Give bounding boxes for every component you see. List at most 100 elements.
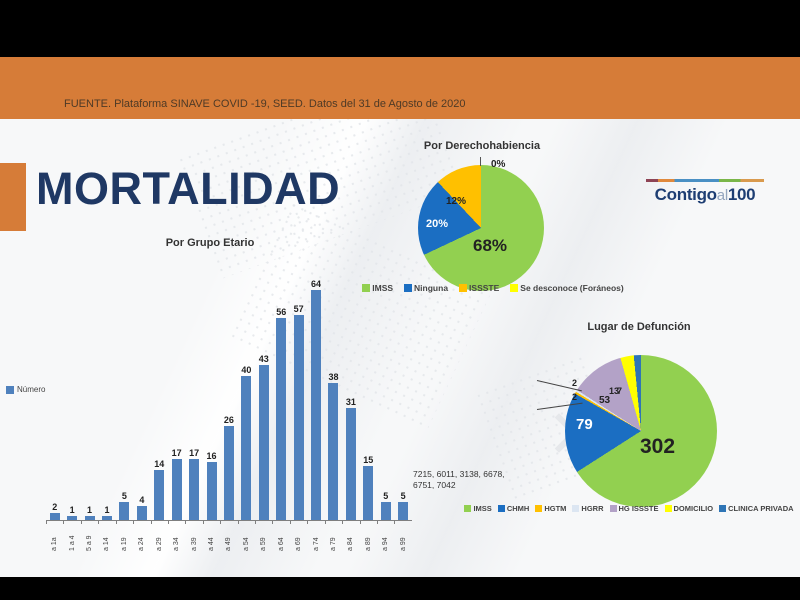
accent-square: [0, 163, 26, 231]
bar-value: 17: [171, 447, 182, 458]
x-tick-label: a 74: [307, 521, 324, 551]
pie1-zero-tick: [480, 157, 481, 166]
pie2-circle: [565, 355, 717, 507]
bar-value: 16: [206, 451, 217, 462]
slice-label: 13: [609, 386, 620, 396]
slice-label: 0%: [491, 159, 506, 170]
pie1-circle: [418, 165, 544, 291]
legend-item: IMSS: [464, 504, 492, 513]
bar: [328, 383, 339, 520]
legend-label: DOMICILIO: [673, 504, 714, 513]
bar-column: 4: [133, 495, 150, 520]
legend-swatch: [404, 284, 413, 292]
pie1-legend: IMSS Ninguna ISSSTE Se desconoce (Foráneos): [362, 283, 624, 293]
bar-value: 1: [87, 505, 93, 516]
legend-label: CHMH: [506, 504, 530, 513]
bar: [67, 516, 78, 520]
bar: [101, 516, 112, 520]
bar-column: 1: [98, 505, 115, 520]
bar-chart-annotation: 7215, 6011, 3138, 6678, 6751, 7042: [413, 469, 505, 491]
legend-item: HGRR: [572, 504, 604, 513]
bar-column: 15: [360, 455, 377, 520]
bar-value: 4: [139, 494, 145, 505]
bar-column: 16: [203, 451, 220, 520]
bar-column: 38: [325, 372, 342, 520]
legend-item: CHMH: [497, 504, 530, 513]
bar-column: 56: [272, 307, 289, 520]
bar-column: 26: [220, 415, 237, 520]
x-tick-label: a 59: [255, 521, 272, 551]
legend-item: HGTM: [535, 504, 566, 513]
bar-value: 2: [52, 501, 58, 512]
bar-column: 5: [377, 491, 394, 520]
slice-label: 2: [572, 392, 578, 402]
bar-value: 1: [69, 505, 75, 516]
bar: [49, 512, 60, 520]
bar: [276, 318, 287, 520]
x-tick-label: a 29: [150, 521, 168, 551]
source-band: FUENTE. Plataforma SINAVE COVID -19, SEE…: [0, 57, 800, 119]
x-tick-label: 5 a 9: [80, 521, 98, 551]
bar-value: 31: [345, 397, 356, 408]
legend-item: Se desconoce (Foráneos): [510, 283, 624, 293]
bar: [119, 502, 130, 520]
x-tick-label: a 99: [394, 521, 411, 551]
legend-label: ISSSTE: [469, 283, 500, 293]
legend-label: CLINICA PRIVADA: [728, 504, 794, 513]
bar: [380, 502, 391, 520]
bar-column: 1: [63, 505, 80, 520]
slice-label: 7: [617, 386, 623, 396]
bar-chart: 2 1 1 1 5 4 14 17 17 16 26 40 43 56 57 64 38 31 15 5 5 a 1a 1…: [46, 267, 412, 551]
bar-column: 1: [81, 505, 98, 520]
bar-value: 64: [311, 278, 322, 289]
x-tick-label: a 49: [220, 521, 237, 551]
bar-value: 14: [154, 458, 165, 469]
x-tick-label: a 94: [377, 521, 394, 551]
bar: [154, 469, 165, 520]
bar-column: 17: [185, 448, 202, 520]
slice-label: 20%: [426, 218, 449, 230]
slice-label: 2: [572, 378, 578, 388]
legend-swatch: [464, 505, 472, 512]
legend-item: Ninguna: [404, 283, 448, 293]
page-title: MORTALIDAD: [36, 163, 341, 214]
bar-value: 1: [104, 505, 110, 516]
legend-label: HG ISSSTE: [618, 504, 659, 513]
bar-value: 38: [328, 372, 339, 383]
slice-label: 302: [640, 435, 676, 458]
bar-value: 17: [189, 447, 200, 458]
logo-text: Contigoal100: [642, 185, 768, 205]
bar-value: 43: [258, 354, 269, 365]
x-tick-label: a 54: [237, 521, 255, 551]
legend-label: Se desconoce (Foráneos): [520, 283, 624, 293]
bar-chart-title: Por Grupo Etario: [165, 237, 255, 249]
bar-chart-bars: 2 1 1 1 5 4 14 17 17 16 26 40 43 56 57 64 38 31 15 5 5: [46, 267, 412, 521]
legend-swatch: [6, 385, 14, 394]
bar-column: 5: [394, 491, 411, 520]
bar-column: 57: [290, 304, 307, 520]
bar: [136, 505, 147, 520]
x-tick-label: a 44: [202, 521, 220, 551]
x-tick-label: a 39: [185, 521, 202, 551]
bar: [398, 502, 409, 520]
bar-column: 43: [255, 354, 272, 520]
legend-swatch: [664, 505, 672, 512]
bar: [206, 462, 217, 520]
bar: [84, 516, 95, 520]
logo-color-bar: [646, 179, 764, 182]
bar-column: 64: [307, 279, 324, 520]
x-tick-label: a 19: [115, 521, 133, 551]
legend-label: HGRR: [581, 504, 604, 513]
legend-item: DOMICILIO: [664, 504, 714, 513]
source-text: FUENTE. Plataforma SINAVE COVID -19, SEE…: [64, 98, 466, 110]
legend-label: Ninguna: [414, 283, 449, 293]
legend-swatch: [362, 284, 371, 292]
slice-label: 79: [576, 416, 593, 433]
bar-column: 31: [342, 397, 359, 520]
bar-value: 5: [121, 491, 127, 501]
legend-swatch: [572, 505, 580, 512]
x-tick-label: 1 a 4: [63, 521, 80, 551]
bar-column: 14: [151, 459, 168, 520]
legend-label: IMSS: [372, 283, 394, 293]
